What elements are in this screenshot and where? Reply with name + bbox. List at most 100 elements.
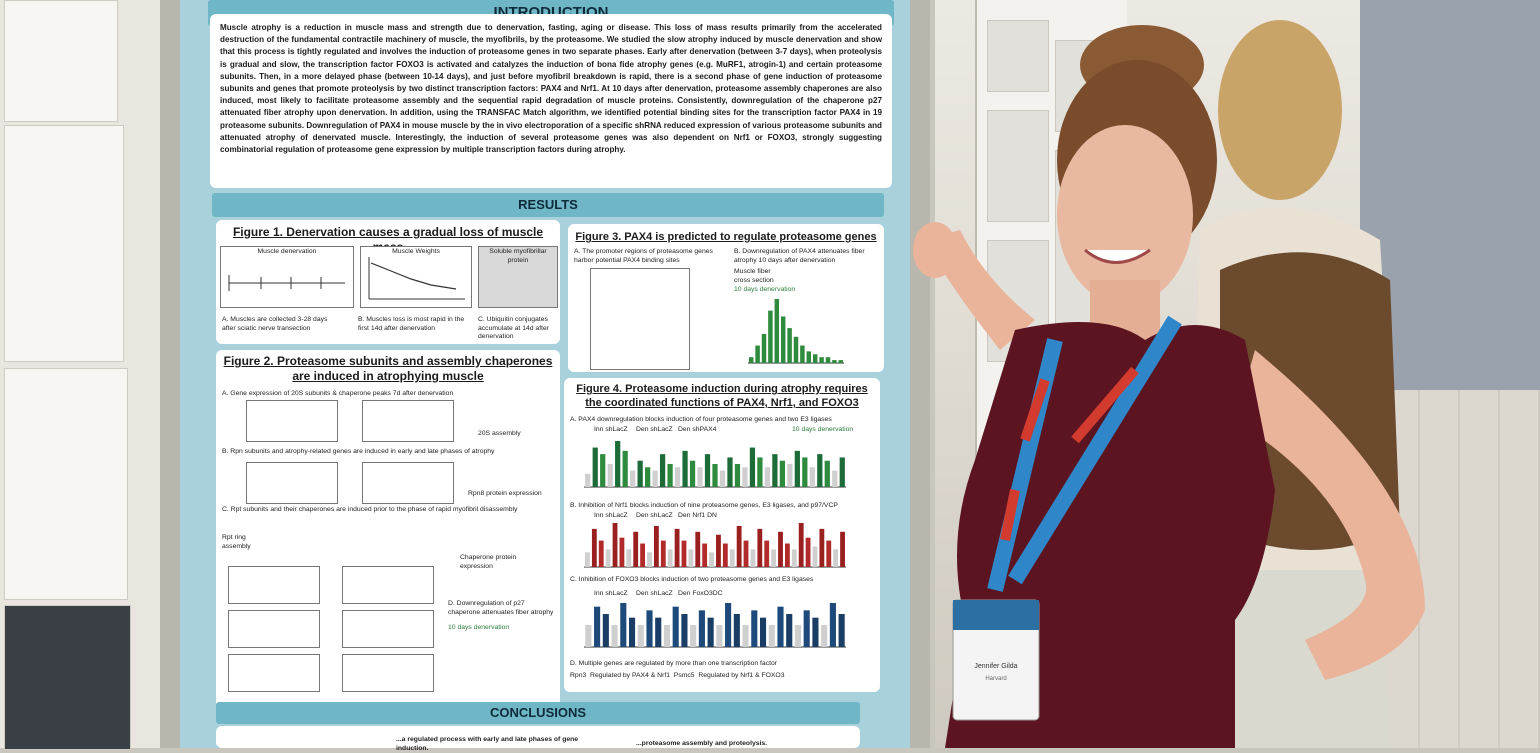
bar [777, 606, 784, 647]
bar [674, 467, 681, 487]
background-sheet-dark [4, 605, 131, 750]
bar [626, 549, 632, 567]
background-sheet [4, 0, 118, 122]
figure-3b-caption: B. Downregulation of PAX4 attenuates fib… [734, 248, 865, 264]
bar [812, 617, 819, 647]
figure-4c-legend-1: Inn shLacZ [594, 590, 628, 597]
figure-4b-bars [584, 523, 846, 568]
figure-1b-caption: B. Muscles loss is most rapid in the fir… [358, 316, 465, 332]
figure-2c-chart-4 [342, 610, 434, 648]
bar [784, 543, 790, 567]
bar [690, 625, 697, 647]
figure-1b-chart-title: Muscle Weights [392, 248, 440, 255]
bar [591, 528, 597, 567]
bar [829, 603, 836, 647]
figure-4a-legend-1: Inn shLacZ [594, 426, 628, 433]
badge-name: Jennifer Gilda [974, 663, 1017, 670]
bar [697, 467, 703, 487]
bar [628, 617, 636, 647]
bar [734, 464, 741, 487]
bar [751, 610, 758, 647]
figure-4a-legend-2: Den shLacZ [636, 426, 673, 433]
bar [786, 614, 793, 647]
bar [755, 345, 760, 363]
hair [1218, 20, 1342, 200]
background-figure [987, 110, 1049, 222]
presenter-photo: Jennifer Gilda Harvard [913, 25, 1425, 748]
bar [832, 360, 837, 363]
bar [800, 345, 805, 363]
bar [819, 357, 824, 363]
bar [663, 625, 671, 647]
bar [802, 457, 808, 487]
figure-4c-legend-2: Den shLacZ [636, 590, 673, 597]
figure-4a-caption: A. PAX4 downregulation blocks induction … [570, 416, 832, 423]
bar [667, 464, 673, 487]
figure-2c-ring-label: Rpt ring assembly [222, 534, 251, 550]
figure-2b-caption: B. Rpn subunits and atrophy-related gene… [222, 448, 495, 455]
bar [812, 546, 818, 567]
bar [817, 454, 823, 487]
figure-4-panel: Figure 4. Proteasome induction during at… [564, 378, 880, 692]
bar [779, 460, 785, 487]
figure-2a-caption: A. Gene expression of 20S subunits & cha… [222, 390, 454, 397]
figure-4a-chart [584, 436, 846, 488]
scientific-poster: INTRODUCTION Muscle atrophy is a reducti… [180, 0, 910, 752]
bar [793, 336, 799, 363]
figure-4c-chart [584, 598, 846, 648]
bar [742, 625, 749, 647]
bar [592, 447, 598, 487]
bar [681, 540, 687, 567]
figure-4-title: Figure 4. Proteasome induction during at… [576, 383, 868, 409]
figure-2c-chart-2 [342, 566, 434, 604]
bar [733, 614, 740, 647]
figure-3a-caption: A. The promoter regions of proteasome ge… [574, 248, 713, 264]
bar [704, 454, 711, 487]
figure-2c-note: Chaperone protein expression [460, 554, 517, 570]
figure-2c-chart-1 [228, 566, 320, 604]
bar [772, 454, 778, 487]
bar [659, 454, 666, 487]
background-figure [987, 20, 1049, 92]
bar [598, 540, 604, 567]
bar [759, 617, 767, 647]
bar [736, 525, 742, 567]
figure-2d-caption: D. Downregulation of p27 chaperone atten… [448, 600, 554, 616]
figure-2c-chart-3 [228, 610, 320, 648]
bar [672, 606, 679, 647]
figure-4b-legend-1: Inn shLacZ [594, 512, 628, 519]
right-arm [1235, 350, 1425, 680]
bar [611, 625, 618, 647]
badge-affiliation: Harvard [985, 676, 1006, 682]
bar [787, 464, 793, 487]
timeline-graphic [228, 275, 345, 291]
bar [838, 360, 844, 363]
bar [660, 540, 666, 567]
figure-4d-caption: D. Multiple genes are regulated by more … [570, 660, 778, 667]
bar [727, 457, 733, 487]
bar [640, 543, 646, 567]
bar [709, 552, 714, 567]
smile [1084, 248, 1151, 264]
figure-2b-chart-2 [362, 462, 454, 504]
figure-1c-blot: Soluble myofibrillar protein [478, 246, 558, 308]
figure-2c-chart-6 [342, 654, 434, 692]
bar [719, 470, 726, 487]
bar [750, 549, 756, 567]
bar [652, 470, 658, 487]
figure-3a-table [590, 268, 690, 370]
bar [716, 625, 723, 647]
lanyard-right [1008, 315, 1182, 585]
bar [748, 357, 754, 363]
bar [794, 450, 800, 487]
bar [787, 328, 792, 363]
figure-1a-chart-title: Muscle denervation [257, 248, 317, 255]
bar [712, 464, 718, 487]
face [1057, 125, 1193, 305]
bar [742, 467, 748, 487]
background-sheet [4, 125, 124, 362]
bar [826, 540, 832, 567]
gene-label: Psmc5 [673, 672, 695, 679]
bar [622, 450, 628, 487]
bar [674, 528, 680, 567]
